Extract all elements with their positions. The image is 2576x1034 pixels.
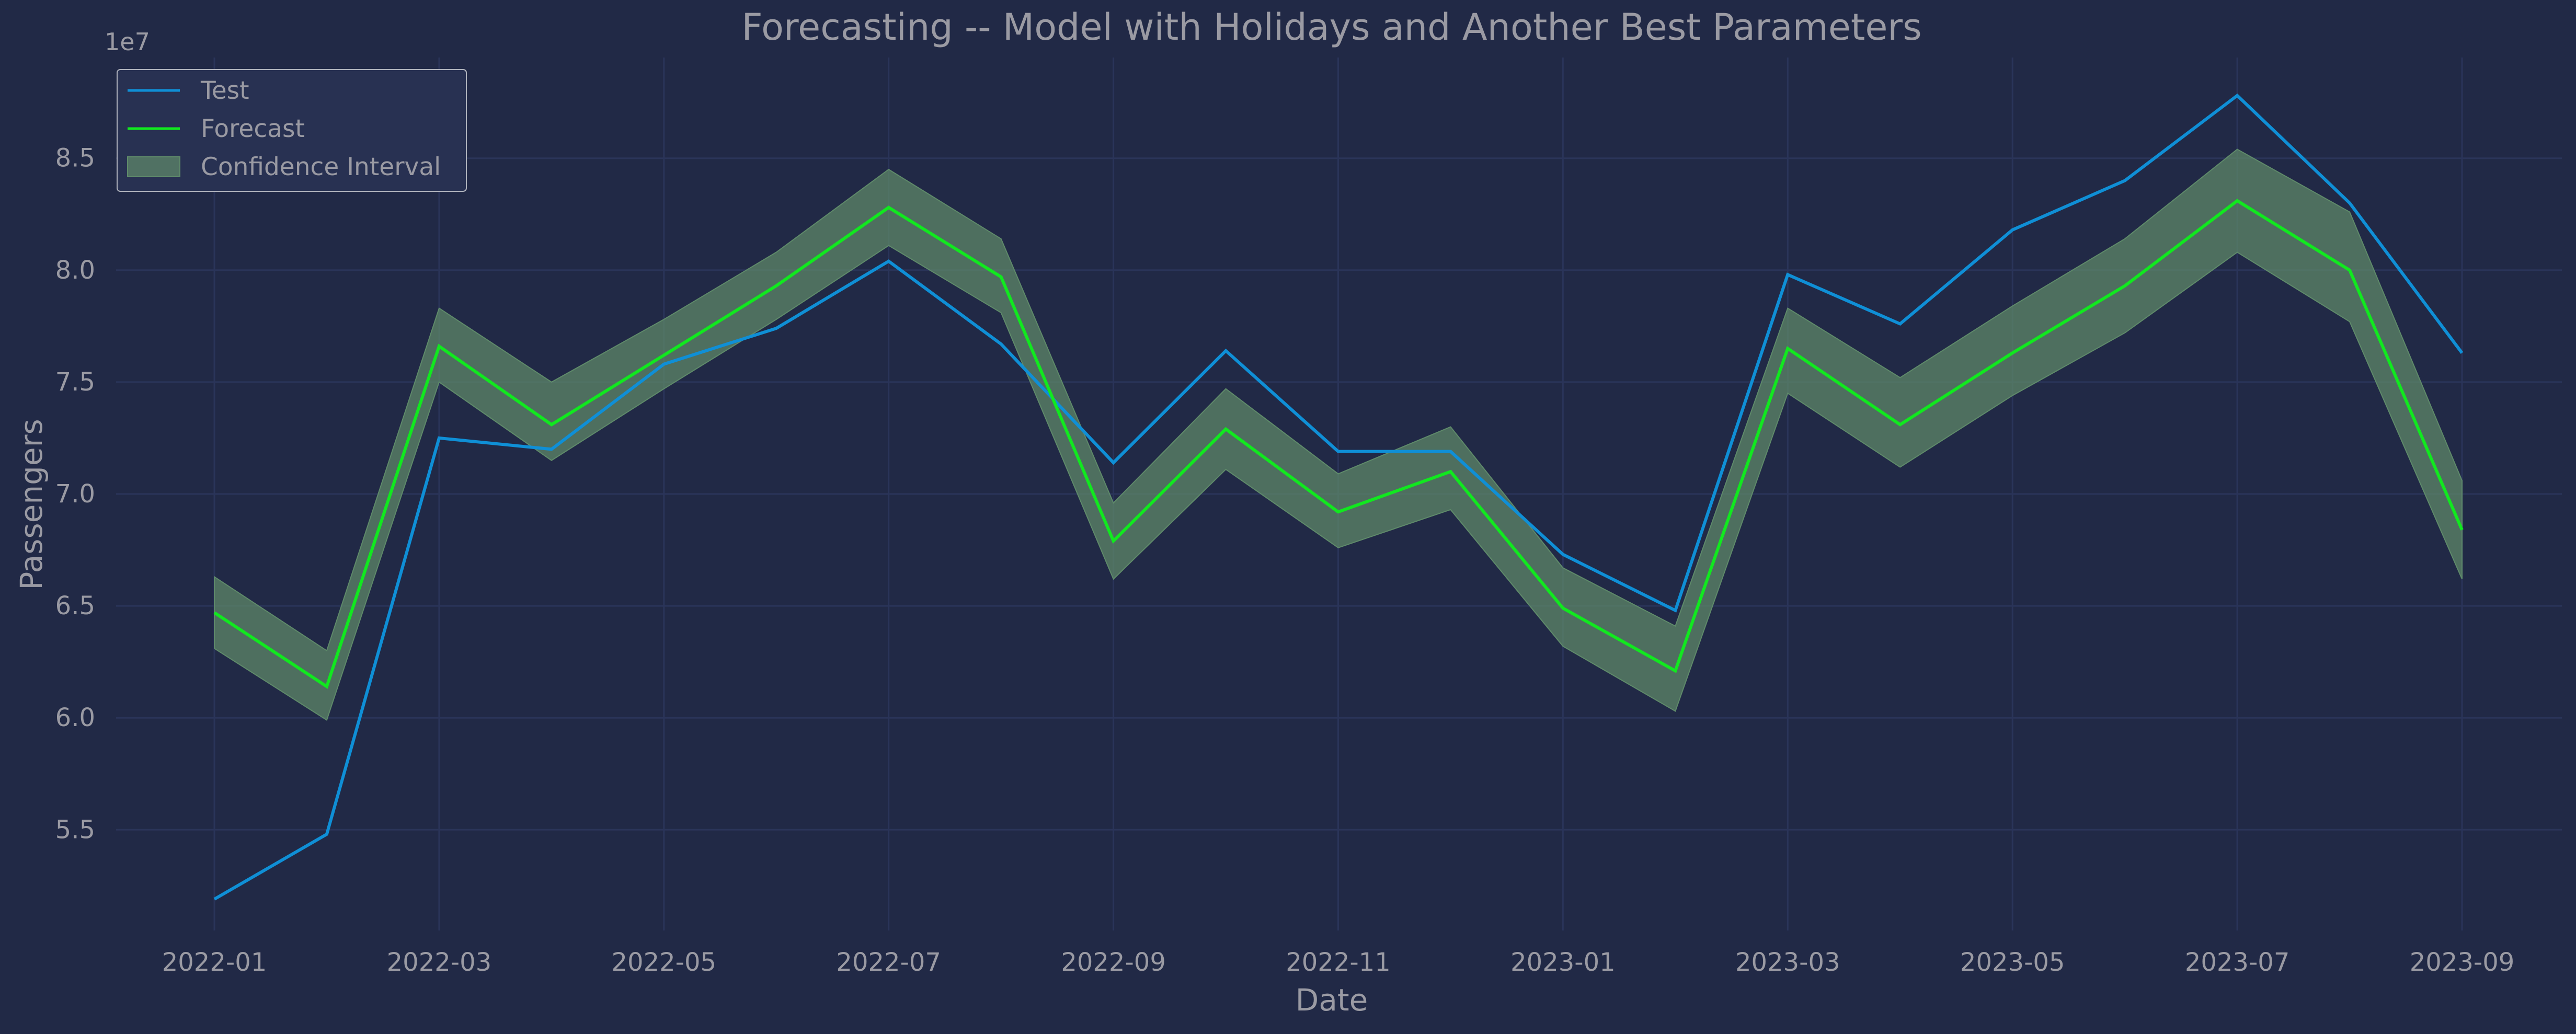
chart-title: Forecasting -- Model with Holidays and A… — [741, 6, 1921, 49]
legend-label-forecast: Forecast — [201, 114, 305, 143]
y-tick-label: 6.0 — [55, 703, 95, 732]
y-tick-label: 5.5 — [55, 815, 95, 844]
x-tick-label: 2023-01 — [1510, 948, 1616, 977]
grid — [116, 58, 2562, 930]
x-tick-label: 2022-03 — [387, 948, 492, 977]
confidence-interval-band — [214, 148, 2463, 721]
y-axis-label: Passengers — [14, 419, 49, 590]
x-tick-label: 2022-05 — [612, 948, 717, 977]
x-tick-label: 2023-07 — [2185, 948, 2290, 977]
x-ticks: 2022-01 2022-03 2022-05 2022-07 2022-09 2022-… — [162, 948, 2515, 977]
legend-box — [117, 69, 467, 192]
y-tick-label: 8.5 — [55, 144, 95, 173]
legend-label-confidence-interval: Confidence Interval — [201, 153, 441, 181]
y-tick-label: 7.0 — [55, 479, 95, 509]
y-tick-label: 7.5 — [55, 367, 95, 397]
x-tick-label: 2022-07 — [836, 948, 941, 977]
y-tick-label: 8.0 — [55, 256, 95, 285]
x-tick-label: 2023-05 — [1960, 948, 2065, 977]
legend-label-test: Test — [200, 76, 249, 105]
legend-swatch-confidence-interval — [127, 156, 180, 177]
y-ticks: 5.5 6.0 6.5 7.0 7.5 8.0 8.5 — [55, 144, 95, 845]
x-tick-label: 2023-09 — [2410, 948, 2515, 977]
x-tick-label: 2023-03 — [1735, 948, 1840, 977]
x-tick-label: 2022-09 — [1061, 948, 1166, 977]
series-line-forecast — [213, 199, 2464, 689]
confidence-band — [214, 148, 2463, 721]
y-scale-note: 1e7 — [105, 28, 150, 56]
y-tick-label: 6.5 — [55, 591, 95, 621]
legend: Test Forecast Confidence Interval — [117, 69, 467, 192]
x-tick-label: 2022-11 — [1286, 948, 1391, 977]
x-tick-label: 2022-01 — [162, 948, 267, 977]
series-line-test — [213, 93, 2464, 901]
x-axis-label: Date — [1296, 982, 1368, 1018]
series-lines — [213, 93, 2464, 901]
